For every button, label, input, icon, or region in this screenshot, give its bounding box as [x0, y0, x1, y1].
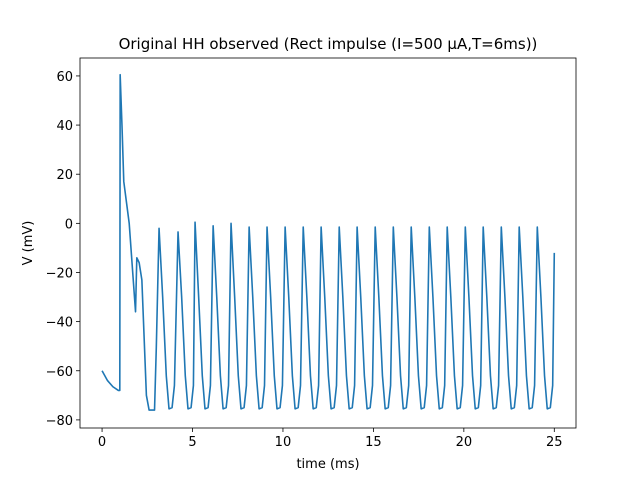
x-tick-label: 10	[275, 435, 292, 450]
x-tick-label: 0	[98, 435, 106, 450]
x-tick-label: 20	[456, 435, 473, 450]
data-line	[101, 73, 556, 411]
y-tick-label: −40	[46, 316, 73, 331]
y-tick-label: −60	[46, 365, 73, 380]
x-axis-label: time (ms)	[296, 457, 359, 472]
x-tick-label: 25	[546, 435, 563, 450]
y-tick-label: −20	[46, 266, 73, 281]
chart-title: Original HH observed (Rect impulse (I=50…	[119, 35, 538, 53]
x-tick-label: 15	[365, 435, 382, 450]
y-axis-label: V (mV)	[21, 221, 36, 266]
y-tick-label: 0	[65, 217, 73, 232]
y-tick-label: 60	[56, 70, 73, 85]
y-tick-label: −80	[46, 414, 73, 429]
plot-frame	[79, 57, 577, 429]
y-tick-label: 20	[56, 168, 73, 183]
y-tick-label: 40	[56, 119, 73, 134]
x-tick-label: 5	[188, 435, 196, 450]
